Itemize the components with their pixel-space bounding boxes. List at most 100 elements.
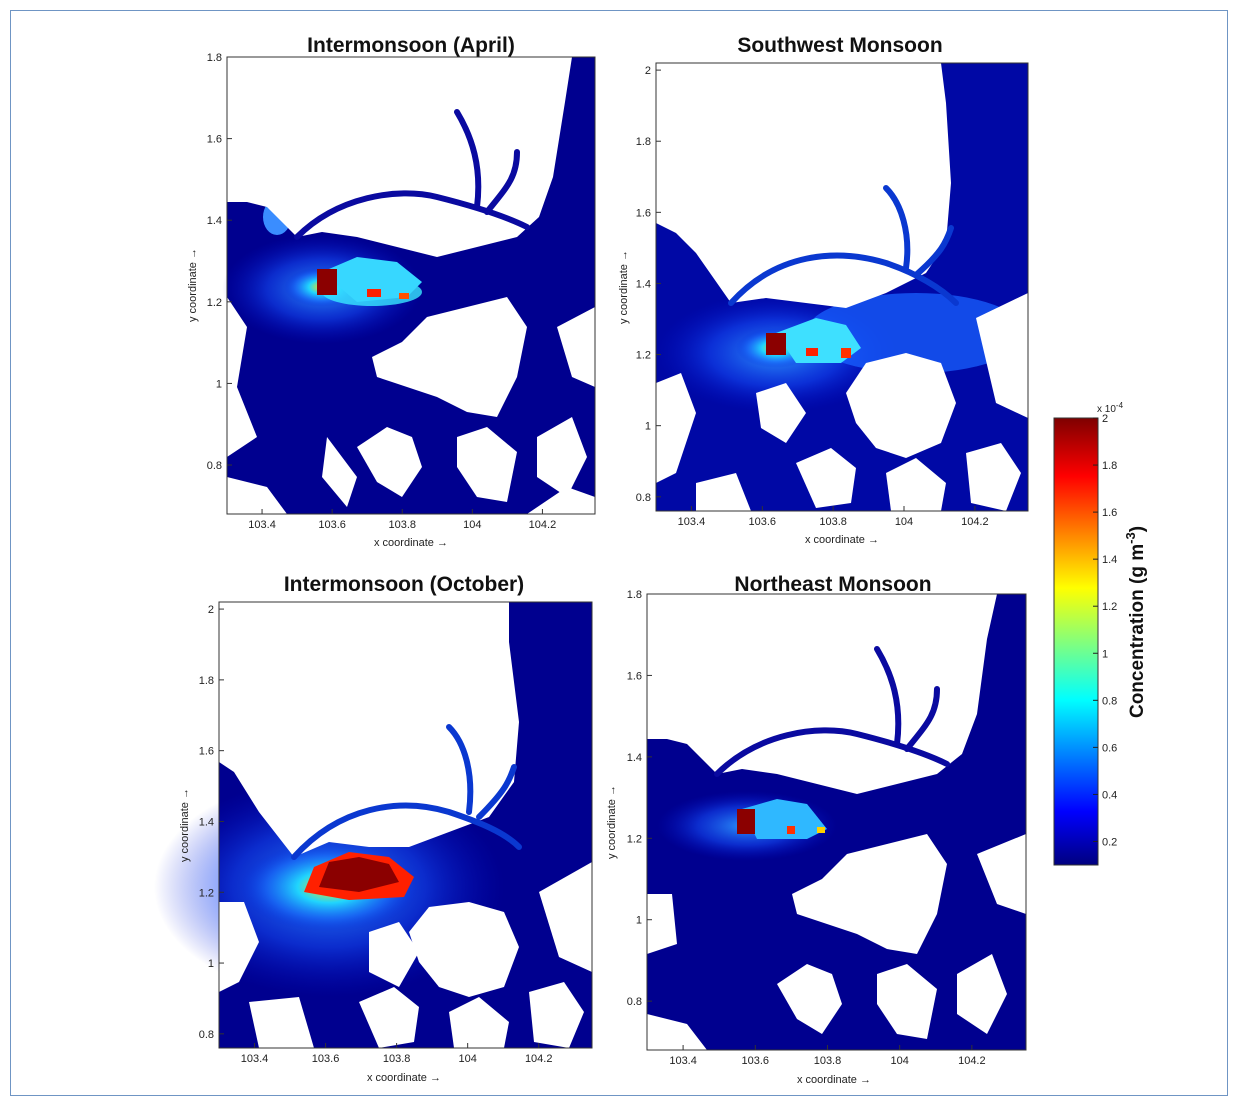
map-area [656,63,1028,511]
x-ticks: 103.4 103.6 103.8 104 104.2 [669,1045,986,1067]
colorbar-tick-label: 0.6 [1102,742,1117,754]
y-axis-label: y coordinate → [179,788,191,862]
y-tick-label: 0.8 [636,492,651,504]
colorbar-tick-label: 0.2 [1102,836,1117,848]
plume [656,259,1026,413]
x-ticks: 103.4 103.6 103.8 104 104.2 [248,509,556,531]
axes-box [226,56,596,515]
hotspot [737,809,755,834]
y-ticks: 0.8 1 1.2 1.4 1.6 1.8 [627,589,652,1008]
y-tick-label: 1 [208,958,214,970]
x-tick-label: 103.8 [383,1053,411,1065]
x-tick-label: 103.6 [749,516,777,528]
y-tick-label: 1.4 [207,215,222,227]
y-tick-label: 1.2 [199,887,214,899]
x-tick-label: 104.2 [961,516,989,528]
x-tick-label: 104.2 [525,1053,553,1065]
y-tick-label: 0.8 [627,996,642,1008]
y-tick-label: 1.4 [199,816,214,828]
x-tick-label: 103.8 [819,516,847,528]
x-tick-label: 103.8 [814,1055,842,1067]
y-tick-label: 0.8 [207,460,222,472]
land [219,602,592,1048]
panel-intermonsoon-october: Intermonsoon (October) [154,573,593,1084]
y-tick-label: 1.8 [627,589,642,601]
map-area [222,57,595,514]
y-tick-label: 1.8 [199,675,214,687]
y-tick-label: 1 [216,378,222,390]
y-tick-label: 1.6 [207,134,222,146]
panel-title: Intermonsoon (October) [284,573,524,596]
x-tick-label: 104 [463,519,481,531]
river-network [291,724,522,860]
y-axis-label: y coordinate → [187,248,199,322]
colorbar-label: Concentration (g m-3) [1123,526,1148,718]
hotspot [817,827,825,833]
y-tick-label: 1.8 [636,136,651,148]
x-tick-label: 103.6 [318,519,346,531]
colorbar-multiplier: x 10-4 [1097,401,1124,415]
axes-box [655,62,1029,512]
colorbar-tick-label: 1.2 [1102,601,1117,613]
hotspot [766,333,786,355]
y-tick-label: 1.2 [207,297,222,309]
y-ticks: 0.8 1 1.2 1.4 1.6 1.8 2 [199,604,224,1041]
land [227,57,595,514]
y-tick-label: 1.2 [636,350,651,362]
hotspot [787,826,795,834]
colorbar-tick-label: 0.8 [1102,695,1117,707]
panel-title: Southwest Monsoon [737,34,942,57]
y-tick-label: 1 [645,421,651,433]
y-tick-label: 1.6 [636,207,651,219]
y-tick-label: 1 [636,915,642,927]
colorbar: 0.2 0.4 0.6 0.8 1 1.2 1.4 1.6 1.8 2 x 10-4 Concen… [1053,401,1148,866]
x-tick-label: 104.2 [958,1055,986,1067]
y-ticks: 0.8 1 1.2 1.4 1.6 1.8 2 [636,65,661,504]
x-tick-label: 104 [458,1053,476,1065]
axes-box [218,601,593,1049]
x-tick-label: 104.2 [529,519,557,531]
y-ticks: 0.8 1 1.2 1.4 1.6 1.8 [207,52,232,472]
x-axis-label: x coordinate → [367,1072,441,1084]
x-tick-label: 103.8 [388,519,416,531]
figure-frame [10,10,1228,1096]
y-tick-label: 1.6 [627,670,642,682]
x-tick-label: 103.4 [248,519,276,531]
river-network [294,109,530,240]
hotspot [399,293,409,299]
y-tick-label: 1.2 [627,833,642,845]
x-tick-label: 103.6 [312,1053,340,1065]
x-ticks: 103.4 103.6 103.8 104 104.2 [678,506,989,528]
y-axis-label: y coordinate → [606,785,618,859]
map-area [647,594,1026,1050]
x-axis-label: x coordinate → [805,534,879,546]
hotspot [841,348,851,358]
map-area [154,602,592,1048]
colorbar-tick-label: 1 [1102,648,1108,660]
colorbar-tick-label: 1.8 [1102,460,1117,472]
x-tick-label: 103.6 [742,1055,770,1067]
land [656,63,1028,511]
hotspot [367,289,381,297]
panel-intermonsoon-april: Intermonsoon (April) [187,34,596,549]
colorbar-tick-label: 1.6 [1102,507,1117,519]
hotspot [317,269,337,295]
y-axis-label: y coordinate → [618,250,630,324]
axes-box [646,593,1027,1051]
hotspot [806,348,818,356]
x-tick-label: 104 [890,1055,908,1067]
x-tick-label: 103.4 [241,1053,269,1065]
river-network [728,185,959,306]
y-tick-label: 2 [208,604,214,616]
x-tick-label: 103.4 [669,1055,697,1067]
y-tick-label: 1.4 [636,278,651,290]
y-tick-label: 1.4 [627,752,642,764]
y-tick-label: 1.6 [199,746,214,758]
colorbar-tick-label: 1.4 [1102,554,1117,566]
x-axis-label: x coordinate → [797,1074,871,1086]
x-tick-label: 103.4 [678,516,706,528]
panel-southwest-monsoon: Southwest Monsoon [618,34,1029,546]
panel-title: Intermonsoon (April) [307,34,515,57]
x-axis-label: x coordinate → [374,537,448,549]
